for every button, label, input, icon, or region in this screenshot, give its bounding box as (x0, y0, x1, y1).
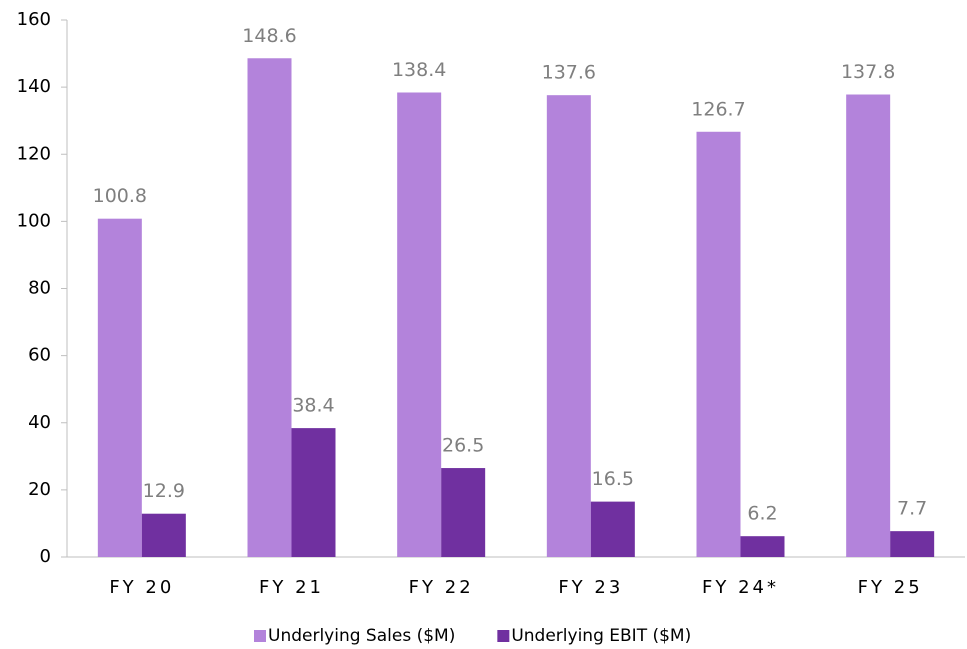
legend-label: Underlying Sales ($M) (268, 626, 455, 646)
y-tick-label: 100 (17, 210, 51, 231)
bar (546, 95, 591, 558)
bar (397, 92, 442, 558)
value-label: 137.8 (841, 61, 895, 83)
x-tick-label: FY 25 (858, 577, 923, 598)
legend-swatch (497, 630, 510, 642)
x-tick-label: FY 23 (558, 577, 623, 598)
bar (441, 468, 486, 557)
y-tick-label: 60 (28, 345, 51, 366)
bar (291, 428, 336, 557)
value-label: 137.6 (542, 62, 596, 84)
value-label: 16.5 (592, 468, 634, 490)
value-label: 100.8 (93, 185, 147, 207)
value-label: 12.9 (143, 480, 185, 502)
value-label: 7.7 (897, 498, 927, 520)
bar (247, 58, 292, 557)
bar (97, 218, 142, 557)
x-tick-label: FY 22 (409, 577, 474, 598)
value-label: 126.7 (691, 98, 745, 120)
bar (890, 531, 935, 557)
legend-swatch (254, 630, 266, 642)
x-tick-label: FY 20 (109, 577, 174, 598)
y-tick-label: 20 (28, 479, 51, 500)
value-label: 6.2 (747, 503, 777, 525)
x-tick-label: FY 21 (259, 577, 324, 598)
value-label: 148.6 (242, 25, 296, 47)
value-label: 26.5 (442, 435, 484, 457)
bar (696, 131, 741, 557)
bar (846, 94, 891, 557)
bar (141, 513, 186, 557)
y-tick-label: 160 (17, 9, 51, 30)
y-tick-label: 80 (28, 278, 51, 299)
x-tick-label: FY 24* (702, 577, 779, 598)
bar (740, 536, 785, 557)
y-tick-label: 140 (17, 76, 51, 97)
bar (590, 501, 635, 557)
value-label: 138.4 (392, 59, 446, 81)
legend-label: Underlying EBIT ($M) (511, 626, 691, 646)
y-tick-label: 120 (17, 143, 51, 164)
y-tick-label: 40 (28, 412, 51, 433)
y-tick-label: 0 (40, 546, 51, 567)
value-label: 38.4 (292, 395, 334, 417)
